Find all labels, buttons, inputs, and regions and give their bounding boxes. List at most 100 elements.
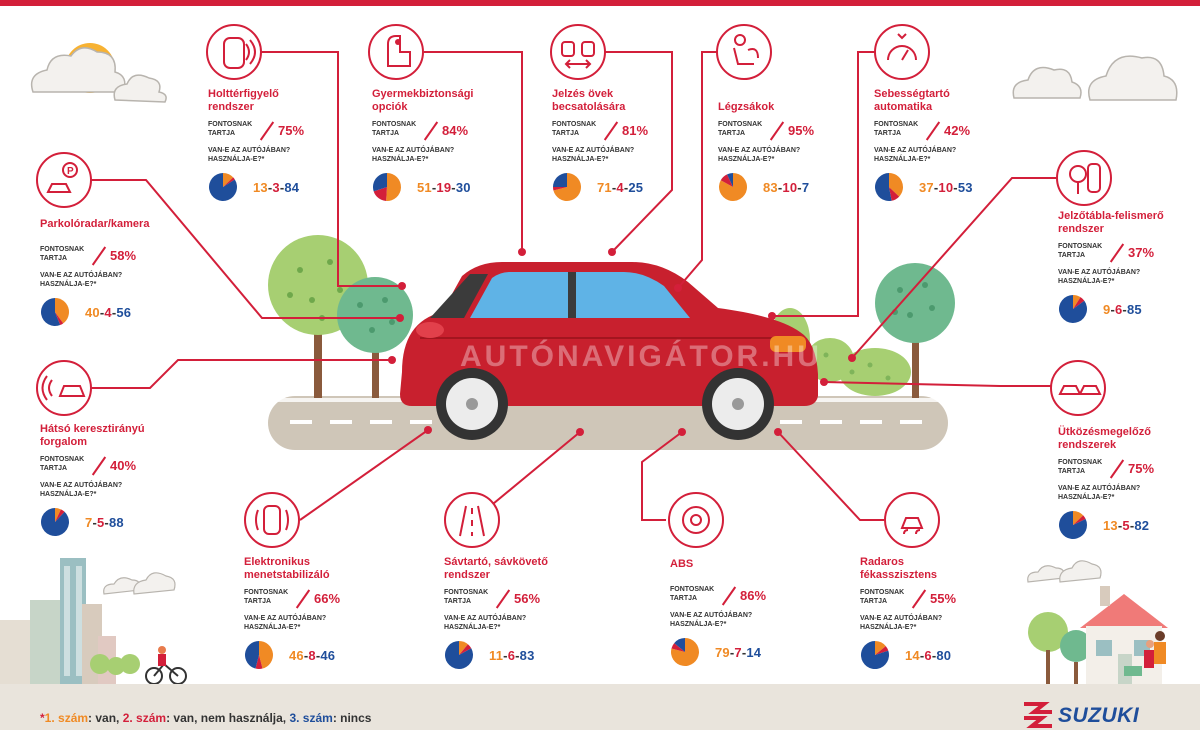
divider — [603, 121, 619, 141]
cruise-control-icon — [874, 24, 930, 80]
pie-slice — [373, 173, 387, 192]
question-label: VAN-E AZ AUTÓJÁBAN? HASZNÁLJA-E?* — [670, 612, 753, 628]
pie-slice — [553, 173, 581, 201]
usage-numbers: 7-5-88 — [85, 515, 124, 530]
feature-legzsak: Légzsákok FONTOSNAK TARTJA 95% VAN-E AZ … — [718, 101, 888, 204]
divider — [911, 589, 927, 609]
usage-numbers: 83-10-7 — [763, 180, 810, 195]
num-none: 88 — [108, 515, 124, 530]
usage-pie — [861, 641, 889, 669]
stat-row: 9-6-85 — [1058, 294, 1200, 326]
num-none: 46 — [320, 648, 336, 663]
divider — [91, 246, 107, 266]
feature-title: Légzsákok — [718, 101, 775, 113]
stat-row: 13-5-82 — [1058, 510, 1200, 542]
question-label: VAN-E AZ AUTÓJÁBAN? HASZNÁLJA-E?* — [244, 615, 327, 631]
num-have-use: 51 — [417, 180, 432, 195]
importance-label: FONTOSNAK TARTJA — [40, 456, 85, 472]
feature-sebesseg: Sebességtartó automatika FONTOSNAK TARTJ… — [874, 88, 1044, 204]
importance-percent: 86% — [740, 588, 767, 603]
usage-pie — [875, 173, 903, 201]
importance-percent: 37% — [1128, 245, 1155, 260]
footnote-n3: 3. szám — [289, 711, 333, 725]
num-have-not-use: 6 — [924, 648, 932, 663]
usage-numbers: 13-5-82 — [1103, 518, 1150, 533]
footnote-t2: : van, nem használja, — [166, 711, 290, 725]
num-have-not-use: 5 — [96, 515, 105, 530]
pie-slice — [445, 641, 473, 669]
usage-numbers: 79-7-14 — [715, 645, 762, 660]
question-label: VAN-E AZ AUTÓJÁBAN? HASZNÁLJA-E?* — [718, 147, 801, 163]
num-none: 85 — [1126, 302, 1142, 317]
importance-row: FONTOSNAK TARTJA 56% — [444, 588, 614, 612]
question-label: VAN-E AZ AUTÓJÁBAN? HASZNÁLJA-E?* — [874, 147, 957, 163]
usage-pie — [719, 173, 747, 201]
feature-hatso: Hátsó keresztirányú forgalom FONTOSNAK T… — [40, 423, 210, 539]
car — [400, 262, 818, 440]
num-none: 56 — [116, 305, 132, 320]
pie-slice — [55, 508, 61, 522]
question-label: VAN-E AZ AUTÓJÁBAN? HASZNÁLJA-E?* — [40, 482, 123, 498]
usage-pie — [1059, 511, 1087, 539]
importance-percent: 66% — [314, 591, 341, 606]
footnote-t3: : nincs — [332, 711, 372, 725]
importance-row: FONTOSNAK TARTJA 84% — [372, 120, 542, 144]
usage-numbers: 11-6-83 — [489, 648, 535, 663]
num-have-not-use: 5 — [1122, 518, 1130, 533]
feature-title: Radaros fékasszisztens — [860, 556, 938, 581]
child-seat-icon — [368, 24, 424, 80]
num-have-not-use: 6 — [1114, 302, 1123, 317]
num-have-not-use: 4 — [616, 180, 624, 195]
pie-slice — [459, 641, 468, 655]
usage-numbers: 46-8-46 — [289, 648, 336, 663]
pie-slice — [889, 173, 903, 197]
importance-label: FONTOSNAK TARTJA — [1058, 243, 1103, 259]
num-have-use: 7 — [85, 515, 93, 530]
pie-slice — [386, 173, 401, 201]
feature-title: Hátsó keresztirányú forgalom — [40, 423, 145, 448]
usage-pie — [41, 298, 70, 326]
divider — [1109, 459, 1125, 479]
question-label: VAN-E AZ AUTÓJÁBAN? HASZNÁLJA-E?* — [1058, 485, 1141, 501]
importance-label: FONTOSNAK TARTJA — [874, 121, 919, 137]
pie-slice — [671, 643, 685, 652]
feature-title: ABS — [670, 558, 694, 570]
radar-brake-icon — [884, 492, 940, 548]
blind-spot-icon — [206, 24, 262, 80]
footnote-n1: 1. szám — [44, 711, 89, 725]
pie-slice — [861, 641, 889, 669]
feature-title: Elektronikus menetstabilizáló — [244, 556, 330, 581]
traffic-sign-icon — [1056, 150, 1112, 206]
divider — [259, 121, 275, 141]
importance-percent: 42% — [944, 123, 971, 138]
feature-title: Holttérfigyelő rendszer — [208, 88, 279, 113]
importance-label: FONTOSNAK TARTJA — [444, 589, 489, 605]
usage-pie — [445, 641, 473, 669]
importance-row: FONTOSNAK TARTJA 75% — [1058, 458, 1200, 482]
divider — [91, 456, 107, 476]
importance-label: FONTOSNAK TARTJA — [860, 589, 905, 605]
stat-row: 71-4-25 — [552, 172, 722, 204]
divider — [721, 586, 737, 606]
stat-row: 11-6-83 — [444, 640, 614, 672]
collision-icon — [1050, 360, 1106, 416]
num-have-not-use: 10 — [938, 180, 954, 195]
pie-slice — [55, 509, 65, 522]
pie-slice — [889, 187, 900, 201]
footnote-t1: : van, — [88, 711, 123, 725]
num-have-use: 79 — [715, 645, 730, 660]
num-have-not-use: 4 — [104, 305, 112, 320]
num-none: 53 — [957, 180, 973, 195]
abs-icon — [668, 492, 724, 548]
usage-numbers: 40-4-56 — [85, 305, 132, 320]
usage-pie — [41, 508, 69, 536]
stat-row: 83-10-7 — [718, 172, 888, 204]
house-right — [1028, 586, 1168, 684]
stat-row: 46-8-46 — [244, 640, 414, 672]
stat-row: 7-5-88 — [40, 507, 210, 539]
airbag-icon — [716, 24, 772, 80]
divider — [925, 121, 941, 141]
num-have-not-use: 8 — [308, 648, 316, 663]
pie-slice — [875, 173, 892, 201]
importance-label: FONTOSNAK TARTJA — [208, 121, 253, 137]
